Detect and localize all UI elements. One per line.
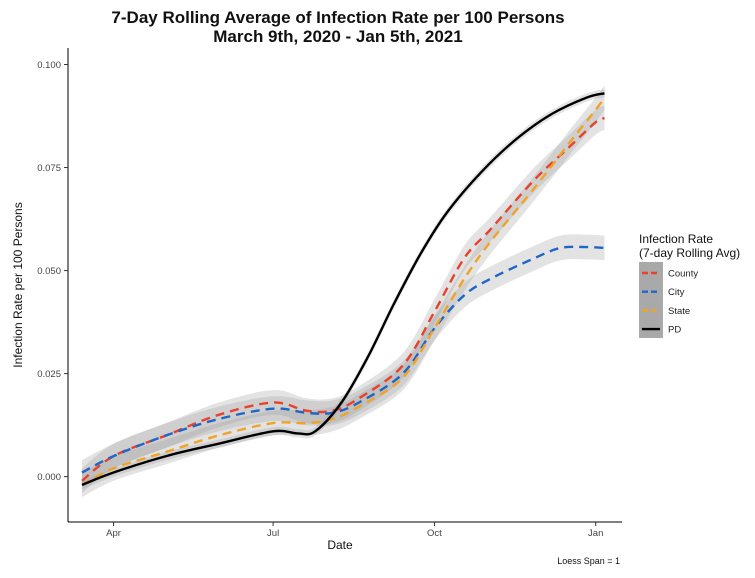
x-tick-label: Oct [427, 528, 442, 539]
series-line-pd [81, 92, 605, 487]
x-axis-ticks: Apr Jul Oct Jan [106, 522, 603, 539]
series-lines [81, 92, 606, 487]
legend-label-city: City [668, 287, 685, 298]
y-axis-ticks: 0.000 0.025 0.050 0.075 0.100 [37, 60, 68, 483]
y-axis-title: Infection Rate per 100 Persons [11, 202, 25, 367]
x-tick-label: Jan [588, 528, 603, 539]
legend-title-line2: (7-day Rolling Avg) [639, 246, 740, 260]
x-tick-label: Jul [267, 528, 279, 539]
legend-title-line1: Infection Rate [639, 232, 713, 246]
y-tick-label: 0.050 [37, 266, 61, 277]
y-tick-label: 0.000 [37, 472, 61, 483]
caption: Loess Span = 1 [557, 556, 620, 566]
y-tick-label: 0.025 [37, 369, 61, 380]
band-city [82, 234, 605, 485]
chart-subtitle: March 9th, 2020 - Jan 5th, 2021 [213, 27, 462, 46]
legend-label-state: State [668, 306, 690, 317]
axes [67, 48, 622, 523]
series-line-county [81, 116, 606, 482]
legend-label-pd: PD [668, 325, 681, 336]
chart-title: 7-Day Rolling Average of Infection Rate … [111, 8, 564, 27]
series-line-city [81, 245, 605, 474]
confidence-bands [82, 85, 605, 498]
legend: Infection Rate (7-day Rolling Avg) Count… [639, 232, 740, 338]
y-tick-label: 0.100 [37, 60, 61, 71]
y-tick-label: 0.075 [37, 163, 61, 174]
series-line-state [81, 96, 606, 486]
legend-key-background [639, 262, 663, 338]
x-tick-label: Apr [106, 528, 121, 539]
legend-items: County City State PD [639, 262, 698, 338]
x-axis-title: Date [327, 538, 353, 552]
legend-label-county: County [668, 269, 698, 280]
